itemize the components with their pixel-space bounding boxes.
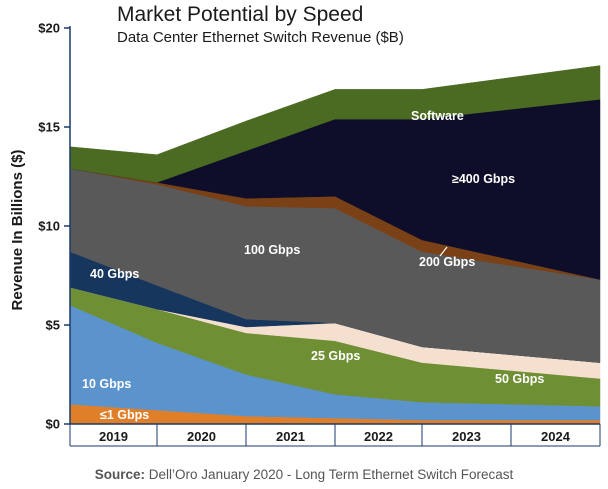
source-prefix: Source: xyxy=(94,467,146,482)
chart-title: Market Potential by Speed xyxy=(117,3,363,26)
label-25g: 25 Gbps xyxy=(311,349,360,363)
label-100g: 100 Gbps xyxy=(244,243,300,257)
x-tick-label: 2023 xyxy=(452,429,481,444)
area-series-8 xyxy=(69,65,601,183)
label-200g: 200 Gbps xyxy=(419,255,475,269)
source-text: Dell’Oro January 2020 - Long Term Ethern… xyxy=(145,467,514,482)
source-note: Source: Dell’Oro January 2020 - Long Ter… xyxy=(0,467,608,482)
y-tick-label: $20 xyxy=(38,21,60,36)
label-40g: 40 Gbps xyxy=(90,267,139,281)
y-tick-label: $15 xyxy=(38,120,60,135)
label-400g: ≥400 Gbps xyxy=(452,172,515,186)
label-10g: 10 Gbps xyxy=(82,377,131,391)
chart-subtitle: Data Center Ethernet Switch Revenue ($B) xyxy=(117,29,404,46)
axes xyxy=(64,26,601,447)
label-200g-leader xyxy=(439,246,448,257)
area-layers xyxy=(69,65,601,425)
area-labels: ≤1 Gbps 10 Gbps 25 Gbps 50 Gbps 40 Gbps … xyxy=(82,109,544,422)
x-tick-label: 2021 xyxy=(276,429,305,444)
label-software: Software xyxy=(411,109,464,123)
x-tick-label: 2020 xyxy=(187,429,216,444)
y-tick-label: $0 xyxy=(46,417,60,432)
label-le1: ≤1 Gbps xyxy=(100,408,149,422)
x-tick-label: 2022 xyxy=(364,429,393,444)
x-tick-label: 2019 xyxy=(99,429,128,444)
x-tick-label: 2024 xyxy=(541,429,571,444)
y-tick-label: $5 xyxy=(46,318,60,333)
y-axis-label: Revenue In Billions ($) xyxy=(9,150,26,311)
y-tick-label: $10 xyxy=(38,219,60,234)
label-50g: 50 Gbps xyxy=(495,372,544,386)
tick-labels: $0 $5 $10 $15 $20 2019 2020 2021 2022 2023 2024 xyxy=(38,21,570,445)
